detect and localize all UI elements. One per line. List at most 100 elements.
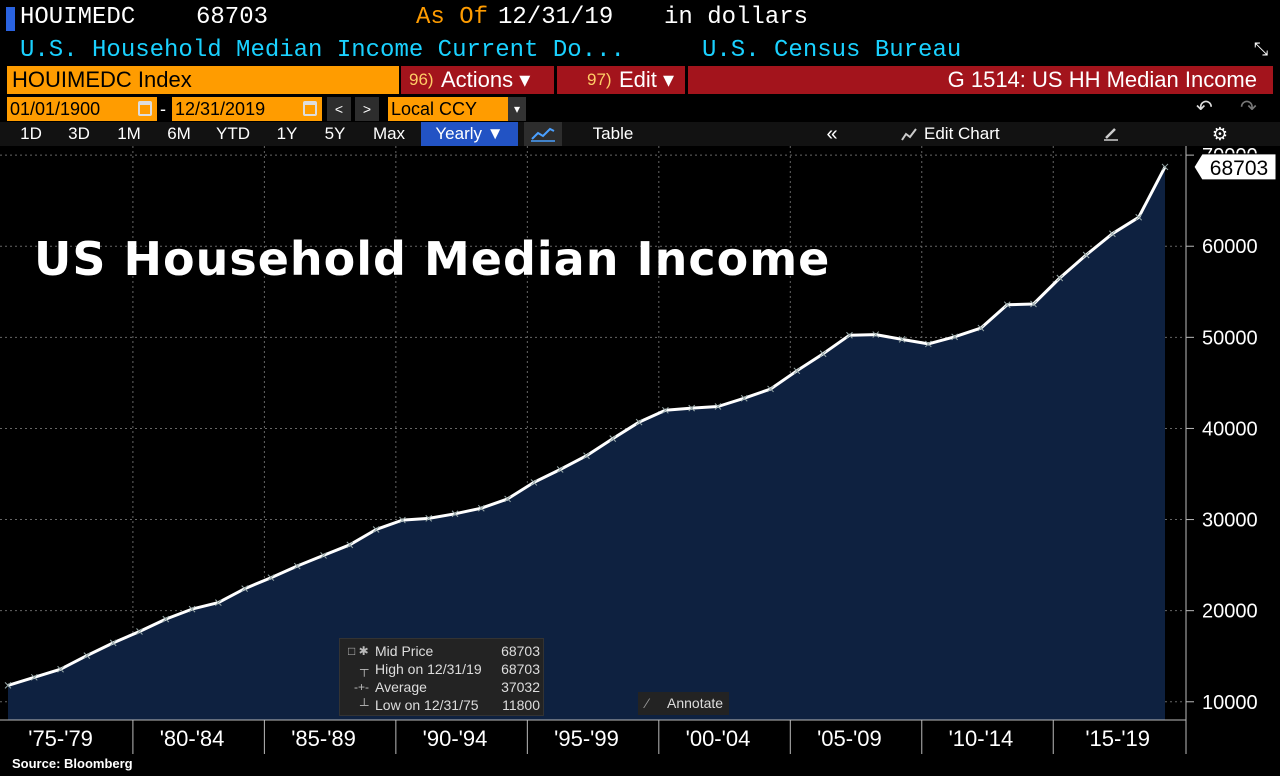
data-point bbox=[767, 385, 774, 393]
period-3d[interactable]: 3D bbox=[68, 124, 90, 143]
legend-label: Average bbox=[375, 679, 427, 695]
data-point bbox=[293, 562, 301, 570]
data-point bbox=[951, 333, 958, 341]
data-point bbox=[924, 340, 932, 348]
data-point bbox=[872, 331, 880, 338]
actions-number: 96) bbox=[409, 70, 434, 89]
security-description: U.S. Household Median Income Current Do.… bbox=[20, 37, 625, 64]
expand-icon[interactable]: ⤡ bbox=[1253, 41, 1269, 61]
period-max[interactable]: Max bbox=[372, 124, 406, 143]
period-6m[interactable]: 6M bbox=[167, 124, 191, 143]
period-ytd[interactable]: YTD bbox=[216, 124, 250, 143]
chevron-down-icon[interactable]: ▾ bbox=[508, 97, 526, 121]
data-point bbox=[662, 406, 669, 414]
data-source: U.S. Census Bureau bbox=[702, 37, 962, 64]
legend-glyph: □ ✱ bbox=[348, 644, 369, 658]
period-1m[interactable]: 1M bbox=[117, 124, 141, 143]
period-1d[interactable]: 1D bbox=[20, 124, 42, 143]
data-point bbox=[4, 682, 12, 689]
x-tick-label: '75-'79 bbox=[28, 726, 93, 751]
redo-icon[interactable]: ↷ bbox=[1240, 97, 1257, 119]
data-point bbox=[57, 665, 64, 673]
legend-box[interactable]: □ ✱ Mid Price 68703 ┬ High on 12/31/19 6… bbox=[339, 638, 544, 716]
date-separator: - bbox=[160, 99, 166, 119]
last-value: 68703 bbox=[196, 4, 269, 31]
collapse-icon[interactable]: « bbox=[826, 123, 838, 145]
area-fill bbox=[8, 166, 1165, 720]
period-1y[interactable]: 1Y bbox=[276, 124, 298, 143]
data-point bbox=[1082, 251, 1090, 259]
data-point bbox=[1003, 301, 1011, 309]
x-tick-label: '80-'84 bbox=[160, 726, 225, 751]
edit-menu[interactable]: 97) Edit ▾ bbox=[557, 66, 685, 94]
calendar-icon[interactable] bbox=[138, 101, 152, 116]
command-bar: HOUIMEDC Index 96) Actions ▾ 97) Edit ▾ … bbox=[0, 66, 1280, 95]
data-point bbox=[1056, 274, 1064, 282]
data-point bbox=[241, 585, 249, 593]
legend-row-average: -+- Average 37032 bbox=[340, 678, 545, 696]
pen-icon: ⁄ bbox=[646, 695, 649, 711]
data-point bbox=[1161, 163, 1169, 171]
chart-title: US Household Median Income bbox=[34, 232, 831, 286]
graph-title: G 1514: US HH Median Income bbox=[688, 66, 1273, 94]
actions-menu[interactable]: 96) Actions ▾ bbox=[401, 66, 554, 94]
x-tick-label: '95-'99 bbox=[554, 726, 619, 751]
data-point bbox=[1109, 230, 1116, 238]
period-5y[interactable]: 5Y bbox=[324, 124, 346, 143]
prev-period-button[interactable]: < bbox=[327, 97, 351, 121]
data-point bbox=[30, 673, 38, 681]
data-point bbox=[267, 574, 275, 582]
data-point bbox=[215, 599, 222, 606]
security-field[interactable]: HOUIMEDC Index bbox=[7, 66, 399, 94]
frequency-select[interactable]: Yearly ▼ bbox=[421, 122, 518, 146]
currency-select[interactable]: Local CCY ▾ bbox=[388, 97, 526, 121]
annotate-button[interactable]: ⁄ Annotate bbox=[638, 692, 729, 715]
edit-chart-button[interactable]: Edit Chart bbox=[924, 124, 1000, 143]
line-chart-icon[interactable] bbox=[524, 122, 562, 146]
data-point bbox=[1030, 300, 1037, 308]
legend-value: 68703 bbox=[501, 661, 540, 677]
legend-value: 11800 bbox=[502, 697, 540, 713]
end-date-field[interactable]: 12/31/2019 bbox=[172, 97, 322, 121]
undo-icon[interactable]: ↶ bbox=[1196, 97, 1213, 119]
y-tick-label: 50000 bbox=[1202, 327, 1258, 349]
as-of-label: As Of bbox=[416, 4, 489, 31]
legend-glyph: ┬ bbox=[360, 662, 369, 676]
table-view-button[interactable]: Table bbox=[592, 124, 634, 143]
data-point bbox=[425, 515, 433, 522]
y-tick-label: 20000 bbox=[1202, 601, 1258, 623]
data-point bbox=[346, 541, 354, 549]
start-date-field[interactable]: 01/01/1900 bbox=[7, 97, 157, 121]
ticker[interactable]: HOUIMEDC bbox=[20, 4, 136, 31]
last-value-label: 68703 bbox=[1210, 157, 1268, 180]
x-tick-label: '10-'14 bbox=[949, 726, 1014, 751]
calendar-icon[interactable] bbox=[303, 101, 317, 116]
next-period-button[interactable]: > bbox=[355, 97, 379, 121]
data-point bbox=[688, 404, 696, 412]
y-tick-label: 40000 bbox=[1202, 418, 1258, 440]
legend-label: High on 12/31/19 bbox=[375, 661, 482, 677]
data-point bbox=[1135, 213, 1143, 221]
date-range-bar: 01/01/1900 - 12/31/2019 < > Local CCY ▾ … bbox=[0, 97, 1280, 121]
data-point bbox=[477, 504, 485, 512]
y-tick-label: 10000 bbox=[1202, 692, 1258, 714]
legend-row-low: ┴ Low on 12/31/75 11800 bbox=[340, 696, 545, 714]
annotate-label: Annotate bbox=[667, 695, 724, 711]
y-tick-label: 30000 bbox=[1202, 510, 1258, 532]
data-point bbox=[399, 516, 406, 524]
data-point bbox=[504, 495, 511, 503]
edit-chart-icon[interactable] bbox=[896, 122, 922, 146]
data-point bbox=[793, 367, 801, 375]
line-chart[interactable]: 10000200003000040000500006000070000 '75-… bbox=[0, 146, 1280, 754]
data-point bbox=[451, 510, 459, 518]
gear-icon[interactable]: ⚙ bbox=[1211, 124, 1229, 144]
data-point bbox=[188, 605, 196, 613]
currency-value: Local CCY bbox=[391, 99, 478, 119]
data-point bbox=[530, 479, 538, 486]
data-point bbox=[740, 394, 748, 402]
edit-label: Edit ▾ bbox=[619, 67, 675, 92]
data-point bbox=[162, 615, 170, 623]
data-point bbox=[898, 336, 906, 343]
y-axis-ticks: 10000200003000040000500006000070000 bbox=[1186, 146, 1258, 714]
annotate-pen-icon[interactable] bbox=[1098, 122, 1124, 146]
